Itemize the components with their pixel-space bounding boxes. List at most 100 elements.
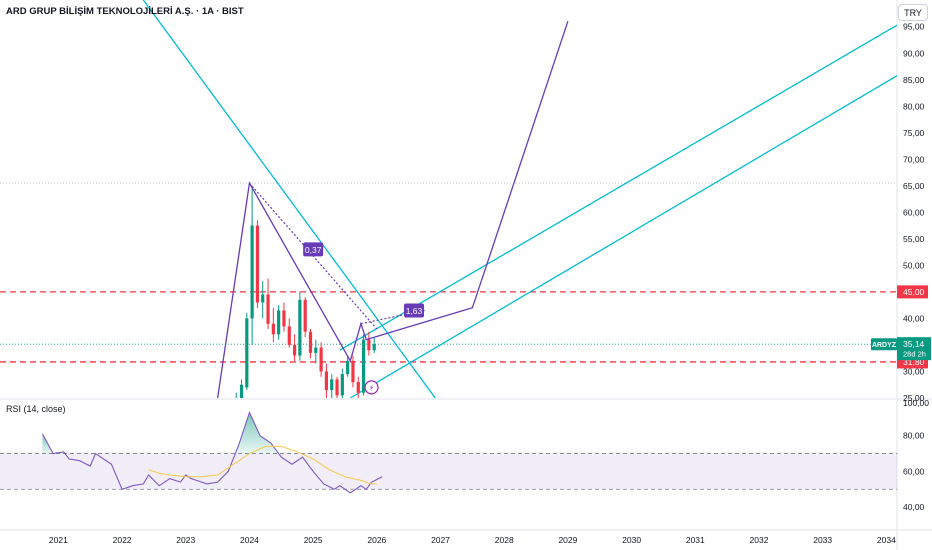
candle-body [372, 344, 376, 351]
candle-body [340, 374, 344, 396]
price-tick-label: 40,00 [903, 314, 925, 324]
time-tick-label: 2021 [49, 535, 68, 545]
current-price-box [897, 337, 931, 361]
time-tick-label: 2027 [431, 535, 450, 545]
current-price-label: 35,14 [903, 339, 925, 349]
price-tick-label: 30,00 [903, 367, 925, 377]
candle-body [319, 347, 323, 372]
ratio-label-0: 0,37 [303, 242, 324, 257]
price-tick-label: 85,00 [903, 75, 925, 85]
rsi-ma-line [148, 445, 377, 485]
price-tick-label: 80,00 [903, 101, 925, 111]
time-tick-label: 2023 [176, 535, 195, 545]
descending-trendline [142, 0, 436, 398]
price-tick-label: 50,00 [903, 261, 925, 271]
candle [250, 185, 254, 345]
ratio-label-box [303, 242, 324, 257]
price-tick-label: 55,00 [903, 234, 925, 244]
channel-upper-line [339, 24, 897, 351]
rsi-legend[interactable]: RSI (14, close) [6, 404, 66, 414]
chart-title: ARD GRUP BİLİŞİM TEKNOLOJİLERİ A.Ş. · 1A… [6, 6, 244, 17]
countdown-label: 28d 2h [903, 350, 926, 359]
candle [261, 281, 265, 319]
candle-body [367, 339, 371, 351]
candle-body [314, 347, 318, 353]
candle-body [250, 225, 254, 319]
candle-body [330, 379, 334, 391]
pattern-polyline [216, 21, 569, 398]
price-axis: 95,00 90,00 85,00 80,00 75,00 70,00 65,00 60,00… [871, 22, 931, 403]
candle-body [261, 294, 265, 303]
candle [346, 355, 350, 377]
candle-body [335, 379, 339, 396]
candle-body [239, 384, 244, 398]
candle-body [235, 398, 238, 409]
time-tick-label: 2032 [750, 535, 769, 545]
price-tick-label: 60,00 [903, 207, 925, 217]
rsi-line [41, 410, 383, 494]
rsi-tick-label: 60,00 [903, 466, 925, 476]
candle [266, 278, 270, 330]
ratio-label-text: 1,63 [406, 306, 423, 316]
symbol-tag-box [871, 338, 897, 351]
level-price-box [897, 285, 928, 299]
candle [239, 379, 244, 398]
candle-body [271, 323, 275, 335]
ratio-label-text: 0,37 [305, 245, 322, 255]
candle-body [303, 299, 307, 332]
candle-body [292, 344, 297, 356]
candle-body [282, 310, 286, 327]
main-pane: 0,37 1,63 ⚡ [0, 0, 897, 409]
time-tick-label: 2034 [877, 535, 896, 545]
candle [372, 336, 376, 353]
candle [287, 318, 291, 348]
candle [319, 342, 323, 377]
time-tick-label: 2028 [495, 535, 514, 545]
candle [356, 376, 360, 398]
time-tick-label: 2025 [304, 535, 323, 545]
event-marker-circle [364, 380, 379, 395]
level-price-label: 31,80 [903, 357, 925, 367]
time-axis: 2021 2022 2023 2024 2025 2026 2027 2028 2029 2030… [49, 535, 896, 545]
lightning-icon[interactable]: ⚡ [364, 380, 379, 395]
rsi-axis: 100,00 80,00 60,00 40,00 [903, 398, 929, 512]
candle-body [308, 331, 313, 353]
candle [303, 297, 307, 337]
price-tick-label: 90,00 [903, 48, 925, 58]
level-price-label: 45,00 [903, 287, 925, 297]
candle-body [266, 294, 270, 324]
candle [235, 392, 238, 409]
event-marker-glyph: ⚡ [369, 384, 375, 393]
candle [361, 334, 366, 396]
candle [335, 376, 339, 398]
rsi-overbought-fill [235, 412, 279, 454]
candle [340, 368, 344, 398]
price-tick-label: 70,00 [903, 154, 925, 164]
candle-body [277, 310, 281, 335]
candle-body [361, 339, 366, 393]
candle [367, 331, 371, 356]
candle-body [324, 371, 329, 391]
price-tick-label: 65,00 [903, 181, 925, 191]
price-tick-label: 95,00 [903, 22, 925, 32]
currency-button[interactable]: TRY [898, 4, 928, 21]
ratio-label-1: 1,63 [404, 303, 424, 318]
channel-lower-line [349, 74, 897, 398]
time-tick-label: 2030 [622, 535, 641, 545]
candle-body [356, 382, 360, 393]
rsi-tick-label: 40,00 [903, 502, 925, 512]
candle [255, 220, 260, 308]
rsi-tick-label: 100,00 [903, 398, 929, 408]
candle-body [245, 318, 249, 388]
candle [271, 307, 275, 343]
candle [308, 329, 313, 359]
time-tick-label: 2031 [686, 535, 705, 545]
ratio-label-box [404, 303, 424, 318]
candle [351, 355, 355, 388]
candle [330, 374, 334, 398]
time-tick-label: 2022 [113, 535, 132, 545]
candle [245, 313, 249, 391]
candle [277, 305, 281, 340]
